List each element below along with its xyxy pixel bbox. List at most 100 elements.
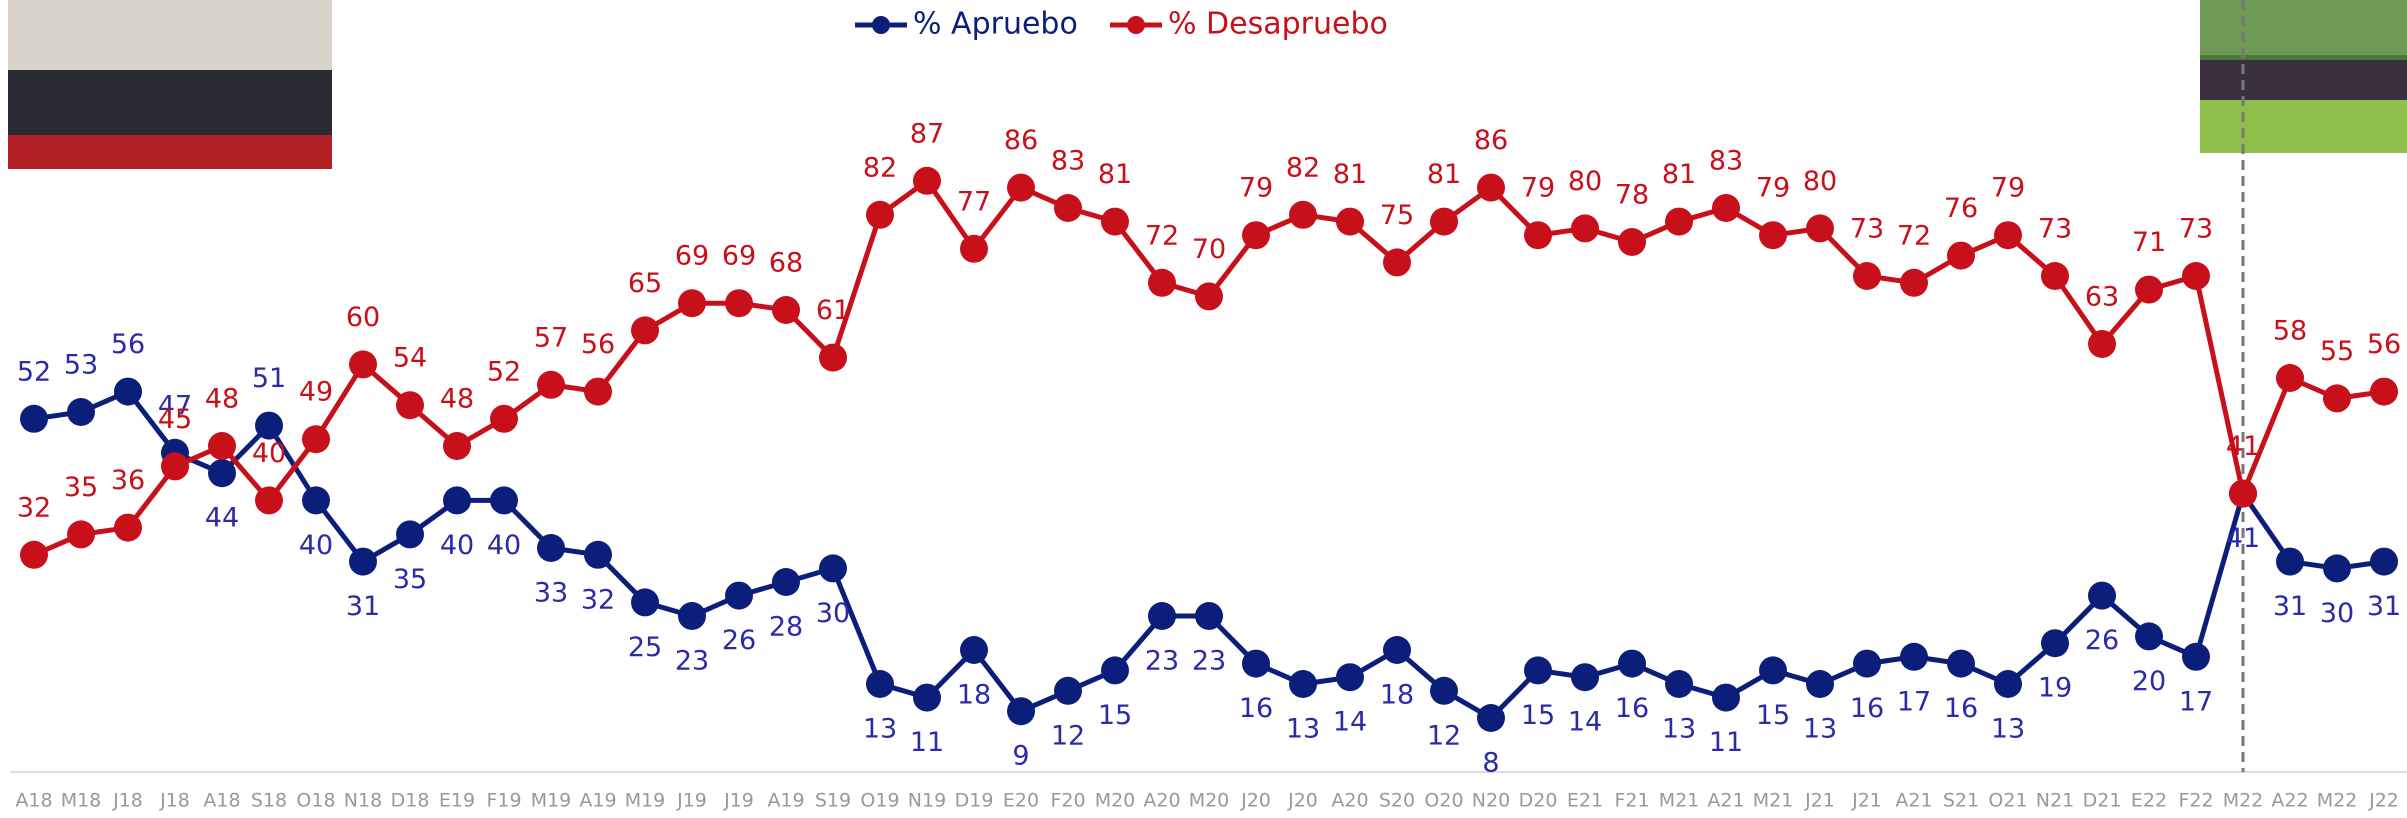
data-label: 32	[581, 584, 615, 615]
data-label: 83	[1051, 146, 1085, 177]
data-label: 60	[346, 302, 380, 333]
data-label: 56	[581, 329, 615, 360]
x-tick-label: N18	[344, 790, 382, 812]
point	[20, 405, 48, 433]
point	[2323, 384, 2351, 412]
data-label: 40	[440, 530, 474, 561]
data-label: 79	[1991, 173, 2025, 204]
point	[866, 670, 894, 698]
x-tick-label: S20	[1379, 790, 1415, 812]
legend-marker	[872, 16, 890, 34]
point	[537, 534, 565, 562]
data-label: 15	[1521, 700, 1555, 731]
point	[1195, 282, 1223, 310]
x-tick-label: E21	[1567, 790, 1603, 812]
data-label: 25	[628, 632, 662, 663]
point	[1571, 663, 1599, 691]
point	[2276, 364, 2304, 392]
data-label: 16	[1239, 693, 1273, 724]
x-tick-label: M20	[1095, 790, 1136, 812]
data-label: 61	[816, 295, 850, 326]
data-label: 41	[2226, 523, 2260, 554]
point	[1148, 269, 1176, 297]
x-tick-label: O19	[860, 790, 899, 812]
photo-trees	[2200, 0, 2407, 55]
point	[1759, 221, 1787, 249]
data-label: 69	[722, 241, 756, 272]
point	[1524, 221, 1552, 249]
data-label: 54	[393, 343, 427, 374]
data-label: 79	[1239, 173, 1273, 204]
point	[537, 371, 565, 399]
data-label: 15	[1756, 700, 1790, 731]
point	[1947, 650, 1975, 678]
data-label: 53	[64, 350, 98, 381]
data-label: 13	[1803, 714, 1837, 745]
x-tick-label: A20	[1331, 790, 1368, 812]
data-label: 17	[2179, 686, 2213, 717]
x-tick-label: O21	[1988, 790, 2027, 812]
data-label: 48	[440, 384, 474, 415]
point	[1289, 670, 1317, 698]
x-tick-label: J18	[112, 790, 143, 812]
data-label: 26	[722, 625, 756, 656]
x-tick-label: F21	[1614, 790, 1649, 812]
point	[443, 486, 471, 514]
photo-grass	[2200, 100, 2407, 153]
legend-label: % Apruebo	[913, 7, 1078, 42]
photo-people	[8, 70, 332, 135]
point	[114, 378, 142, 406]
data-label: 40	[299, 530, 333, 561]
point	[114, 514, 142, 542]
point	[1430, 677, 1458, 705]
point	[490, 405, 518, 433]
point	[161, 452, 189, 480]
data-label: 14	[1568, 707, 1602, 738]
data-label: 35	[64, 472, 98, 503]
x-tick-label: J19	[723, 790, 754, 812]
data-label: 11	[1709, 727, 1743, 758]
point	[678, 289, 706, 317]
point	[1806, 670, 1834, 698]
data-label: 78	[1615, 180, 1649, 211]
point	[1101, 656, 1129, 684]
point	[1618, 650, 1646, 678]
data-label: 8	[1482, 748, 1499, 779]
photo-carpet	[8, 135, 332, 169]
point	[67, 520, 95, 548]
point	[819, 344, 847, 372]
point	[1336, 208, 1364, 236]
point	[1289, 201, 1317, 229]
data-label: 80	[1803, 166, 1837, 197]
x-tick-label: O20	[1424, 790, 1463, 812]
x-tick-label: J21	[1804, 790, 1835, 812]
point	[2088, 582, 2116, 610]
data-label: 35	[393, 564, 427, 595]
x-tick-label: N20	[1472, 790, 1510, 812]
data-label: 15	[1098, 700, 1132, 731]
data-label: 16	[1615, 693, 1649, 724]
point	[1007, 697, 1035, 725]
page: A18M18J18J18A18S18O18N18D18E19F19M19A19M…	[0, 0, 2407, 814]
data-label: 40	[252, 438, 286, 469]
x-tick-label: M22	[2223, 790, 2264, 812]
x-tick-label: E20	[1003, 790, 1039, 812]
point	[1054, 677, 1082, 705]
point	[913, 684, 941, 712]
data-label: 82	[863, 152, 897, 183]
data-label: 57	[534, 322, 568, 353]
point	[631, 316, 659, 344]
data-label: 58	[2273, 316, 2307, 347]
point	[678, 602, 706, 630]
x-tick-label: S21	[1943, 790, 1979, 812]
point	[349, 350, 377, 378]
data-label: 52	[17, 356, 51, 387]
x-tick-label: N19	[908, 790, 946, 812]
data-label: 82	[1286, 152, 1320, 183]
x-tick-label: O18	[296, 790, 335, 812]
data-label: 52	[487, 356, 521, 387]
x-tick-label: J19	[676, 790, 707, 812]
data-label: 32	[17, 492, 51, 523]
point	[396, 520, 424, 548]
data-label: 69	[675, 241, 709, 272]
